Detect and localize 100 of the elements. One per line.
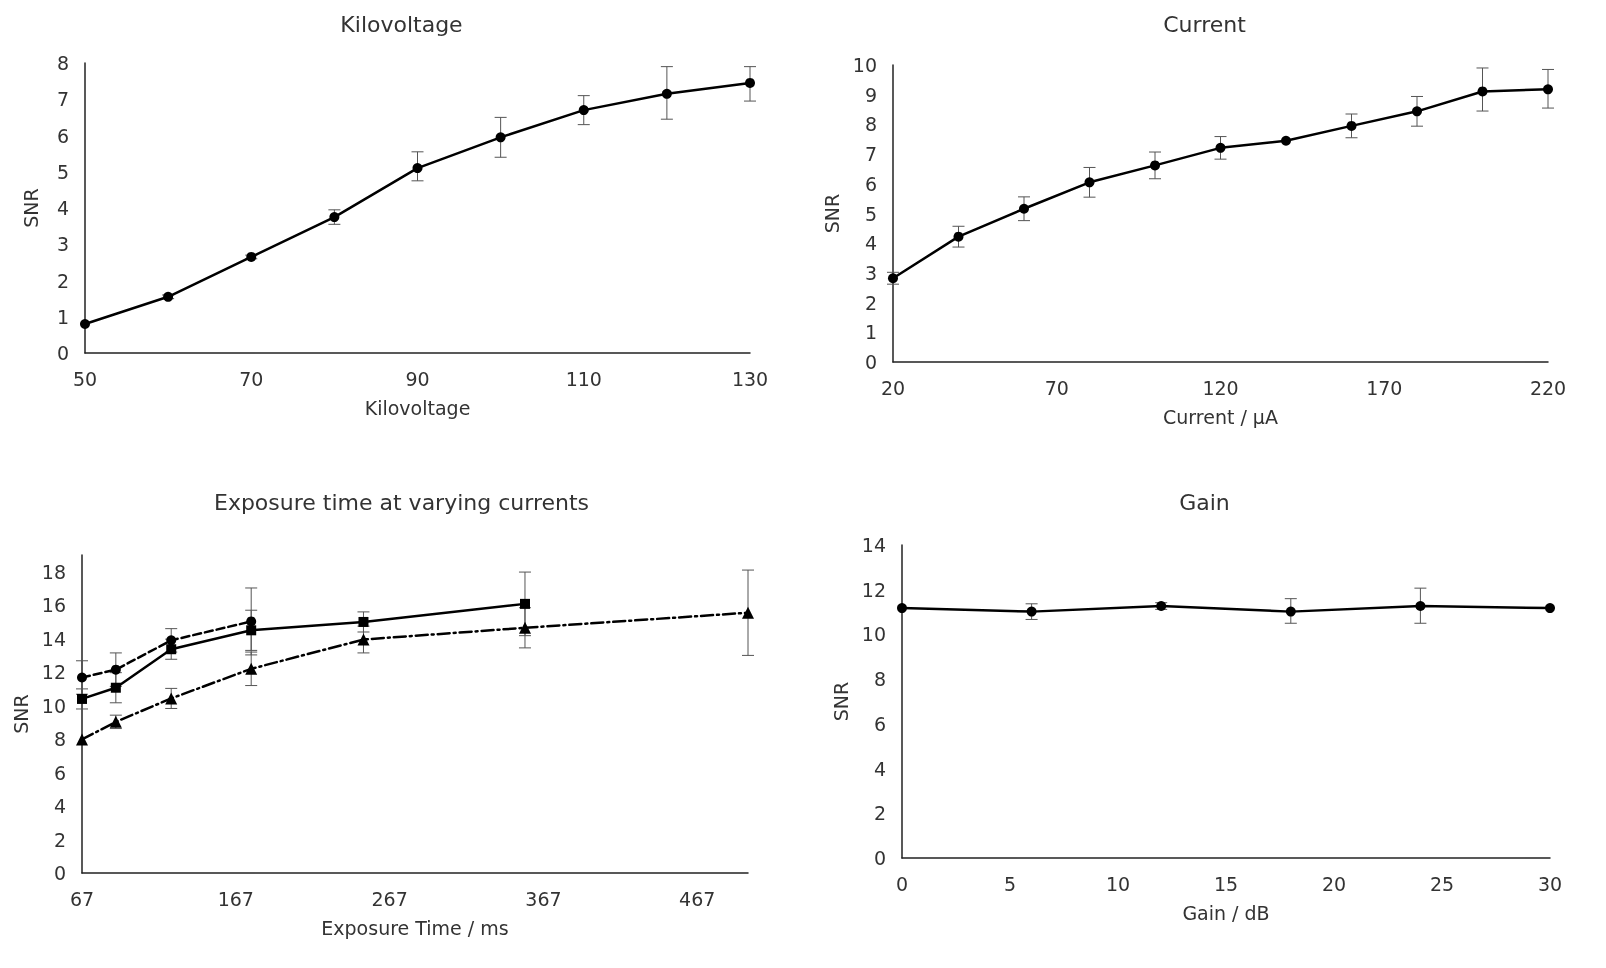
point — [518, 621, 531, 634]
x-tick-label: 90 — [405, 367, 430, 390]
y-tick-label: 10 — [861, 623, 886, 646]
point — [661, 88, 672, 99]
y-tick-label: 10 — [41, 694, 66, 717]
y-tick-label: 0 — [864, 351, 877, 373]
y-tick-label: 4 — [53, 795, 66, 818]
point — [77, 693, 87, 704]
y-tick-label: 18 — [41, 560, 66, 583]
x-tick-label: 167 — [217, 887, 254, 910]
point — [1477, 86, 1488, 97]
point — [358, 616, 369, 627]
point — [953, 231, 964, 242]
x-tick-label: 20 — [880, 376, 906, 399]
y-tick-label: 1 — [864, 321, 877, 344]
y-tick-label: 6 — [56, 124, 69, 147]
point — [1215, 142, 1226, 153]
point — [77, 672, 87, 683]
x-tick-label: 50 — [72, 367, 98, 390]
x-tick-label: 267 — [371, 887, 408, 910]
y-tick-label: 8 — [53, 728, 66, 751]
point — [745, 77, 755, 88]
point — [495, 132, 506, 143]
y-tick-label: 0 — [873, 847, 886, 869]
y-tick-label: 4 — [56, 197, 69, 219]
point — [1084, 177, 1095, 188]
x-axis-title: Exposure Time / ms — [321, 916, 509, 939]
chart-title: Exposure time at varying currents — [213, 489, 590, 515]
point — [166, 635, 177, 646]
point — [742, 606, 754, 619]
y-tick-label: 10 — [852, 54, 877, 76]
y-tick-label: 12 — [861, 578, 886, 601]
x-tick-label: 120 — [1202, 376, 1239, 399]
y-tick-label: 14 — [41, 627, 66, 650]
point — [519, 598, 530, 609]
y-tick-label: 2 — [873, 802, 886, 825]
y-tick-label: 2 — [56, 269, 69, 292]
y-tick-label: 4 — [873, 757, 886, 780]
x-tick-label: 30 — [1537, 872, 1563, 895]
x-tick-label: 25 — [1429, 872, 1455, 895]
y-tick-label: 5 — [56, 160, 69, 183]
point — [357, 633, 370, 646]
x-tick-label: 70 — [239, 367, 264, 390]
y-tick-label: 12 — [41, 661, 66, 684]
x-tick-label: 367 — [525, 887, 562, 910]
chart-title: Gain — [1179, 489, 1230, 515]
point — [110, 664, 121, 675]
y-tick-label: 9 — [864, 83, 877, 106]
x-tick-label: 110 — [565, 367, 602, 390]
x-axis-title: Current / µA — [1163, 405, 1278, 428]
x-tick-label: 467 — [679, 887, 716, 910]
point — [888, 273, 898, 284]
y-tick-label: 6 — [873, 712, 886, 735]
point — [578, 105, 589, 116]
y-tick-label: 3 — [56, 233, 69, 256]
point — [1150, 160, 1160, 171]
y-axis-title: SNR — [821, 193, 844, 234]
y-tick-label: 8 — [56, 52, 69, 74]
point — [166, 644, 177, 655]
x-tick-label: 220 — [1529, 376, 1567, 399]
y-tick-label: 8 — [864, 113, 877, 136]
point — [245, 662, 258, 675]
y-tick-label: 2 — [864, 291, 877, 314]
y-tick-label: 0 — [56, 342, 69, 364]
point — [80, 319, 90, 329]
point — [1019, 203, 1029, 214]
point — [165, 692, 178, 705]
x-axis-title: Gain / dB — [1182, 901, 1270, 924]
y-tick-label: 16 — [41, 594, 66, 617]
x-tick-label: 67 — [69, 887, 95, 910]
point — [246, 625, 257, 636]
y-tick-label: 6 — [864, 172, 877, 195]
y-tick-label: 5 — [864, 202, 877, 225]
y-axis-title: SNR — [830, 681, 853, 722]
x-tick-label: 0 — [895, 872, 909, 895]
y-tick-label: 7 — [56, 88, 69, 111]
chart-title: Current — [1163, 11, 1247, 37]
x-axis-title: Kilovoltage — [364, 396, 471, 419]
chart-title: Kilovoltage — [340, 11, 463, 37]
y-axis-title: SNR — [19, 188, 42, 228]
x-tick-label: 170 — [1366, 376, 1403, 399]
y-tick-label: 4 — [864, 232, 877, 255]
point — [1281, 135, 1291, 146]
y-tick-label: 14 — [861, 534, 886, 556]
point — [246, 616, 257, 627]
y-tick-label: 6 — [53, 761, 66, 784]
x-tick-label: 70 — [1044, 376, 1069, 399]
y-tick-label: 1 — [56, 305, 69, 328]
x-tick-label: 5 — [1003, 872, 1017, 895]
point — [1543, 84, 1553, 95]
y-tick-label: 8 — [873, 668, 886, 691]
x-tick-label: 15 — [1213, 872, 1239, 895]
point — [412, 163, 423, 174]
point — [1346, 120, 1357, 131]
point — [1412, 106, 1422, 117]
y-axis-title: SNR — [10, 694, 33, 734]
x-tick-label: 130 — [731, 367, 769, 390]
y-tick-label: 2 — [53, 828, 66, 851]
point — [110, 682, 121, 693]
y-tick-label: 3 — [864, 261, 877, 284]
